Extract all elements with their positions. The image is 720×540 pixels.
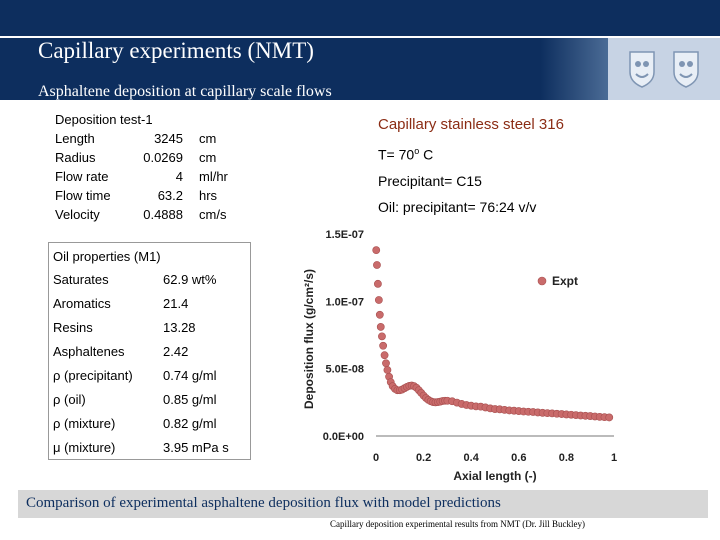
row-unit: hrs: [199, 188, 218, 203]
x-tick-label: 1: [611, 452, 617, 464]
x-tick-label: 0.2: [416, 452, 431, 464]
row-label: ρ (mixture): [53, 416, 116, 431]
capillary-material: Capillary stainless steel 316: [378, 116, 564, 133]
slide-title: Capillary experiments (NMT): [38, 38, 314, 63]
table-row: Aromatics 21.4: [53, 296, 250, 320]
row-label: Flow time: [55, 188, 111, 203]
data-point: [383, 366, 392, 374]
data-point: [382, 359, 390, 368]
university-logo: [608, 38, 720, 100]
y-axis-label: Deposition flux (g/cm²/s): [302, 269, 316, 409]
row-value: 0.0269: [143, 150, 183, 165]
legend-marker: [537, 276, 547, 286]
row-unit: cm: [199, 150, 217, 165]
data-point: [379, 341, 388, 350]
y-tick-label: 1.0E-07: [325, 296, 364, 308]
x-tick-label: 0.6: [511, 452, 526, 464]
oil-properties-heading: Oil properties (M1): [53, 249, 161, 264]
data-point: [372, 246, 381, 255]
data-point: [376, 323, 385, 331]
data-point: [378, 332, 386, 341]
table-row: Asphaltenes 2.42: [53, 344, 250, 368]
data-point: [605, 413, 614, 422]
row-label: ρ (oil): [53, 392, 86, 407]
oil-properties-table: Oil properties (M1) Saturates 62.9 wt% Ar…: [48, 242, 251, 460]
row-label: ρ (precipitant): [53, 368, 133, 383]
y-tick-label: 5.0E-08: [325, 364, 364, 376]
row-value: 3.95 mPa s: [163, 440, 229, 455]
row-unit: cm: [199, 131, 217, 146]
temperature-unit: C: [419, 146, 434, 163]
owl-crest-icon: [629, 51, 655, 88]
deposition-flux-chart: 0.0E+00 5.0E-08 1.0E-07 1.5E-07 0 0.2 0.4 0.6 0.…: [302, 229, 617, 483]
temperature: T= 70o C: [378, 138, 564, 168]
table-row: Flow time 63.2 hrs: [55, 186, 228, 205]
data-point: [380, 351, 389, 360]
row-label: Aromatics: [53, 296, 111, 311]
footer-caption: Comparison of experimental asphaltene de…: [26, 495, 501, 511]
data-point: [375, 310, 384, 319]
x-tick-label: 0.8: [559, 452, 574, 464]
row-value: 0.85 g/ml: [163, 392, 217, 407]
data-point: [373, 261, 381, 269]
row-value: 13.28: [163, 320, 196, 335]
row-value: 0.4888: [143, 207, 183, 222]
footer-banner: [18, 490, 708, 518]
owl-crest-icon: [673, 51, 699, 88]
table-row: Saturates 62.9 wt%: [53, 272, 250, 296]
row-label: Radius: [55, 150, 96, 165]
precipitant: Precipitant= C15: [378, 172, 482, 189]
oil-precipitant-ratio: Oil: precipitant= 76:24 v/v: [378, 198, 537, 215]
table-row: Length 3245 cm: [55, 129, 228, 148]
slide-subtitle: Asphaltene deposition at capillary scale…: [38, 83, 332, 100]
row-value: 21.4: [163, 296, 189, 311]
table-row: ρ (precipitant) 0.74 g/ml: [53, 368, 250, 392]
table-row: Flow rate 4 ml/hr: [55, 167, 228, 186]
row-value: 0.82 g/ml: [163, 416, 217, 431]
row-unit: cm/s: [199, 207, 227, 222]
deposition-test-table: Deposition test-1 Length 3245 cm Radius …: [55, 110, 228, 224]
row-label: μ (mixture): [53, 440, 116, 455]
degree-mark: o: [414, 146, 420, 156]
temperature-value: T= 70: [378, 146, 415, 163]
chart-axes: 0.0E+00 5.0E-08 1.0E-07 1.5E-07 0 0.2 0.4 0.6 0.…: [302, 229, 617, 483]
row-label: Asphaltenes: [53, 344, 125, 359]
table-row: Velocity 0.4888 cm/s: [55, 205, 228, 224]
table-row: ρ (oil) 0.85 g/ml: [53, 392, 250, 416]
deposition-test-heading: Deposition test-1: [55, 112, 153, 127]
y-tick-label: 0.0E+00: [323, 431, 364, 443]
credit-note: Capillary deposition experimental result…: [330, 519, 586, 529]
row-label: Flow rate: [55, 169, 109, 184]
table-row: Radius 0.0269 cm: [55, 148, 228, 167]
row-value: 3245: [154, 131, 183, 146]
table-row: Resins 13.28: [53, 320, 250, 344]
row-value: 63.2: [157, 188, 183, 203]
chart-legend: Expt: [537, 274, 578, 288]
x-tick-label: 0: [373, 452, 379, 464]
y-tick-label: 1.5E-07: [325, 229, 364, 241]
row-label: Velocity: [55, 207, 100, 222]
header-rule: [0, 36, 720, 38]
row-label: Length: [55, 131, 95, 146]
title-bar: Capillary experiments (NMT) Asphaltene d…: [0, 0, 720, 100]
row-value: 4: [175, 169, 183, 184]
x-tick-label: 0.4: [464, 452, 480, 464]
experiment-conditions: Capillary stainless steel 316 T= 70o C P…: [378, 112, 564, 220]
x-axis-label: Axial length (-): [453, 469, 536, 483]
row-value: 62.9 wt%: [163, 272, 217, 287]
data-point: [374, 279, 382, 288]
chart-points: [372, 246, 614, 422]
table-row: ρ (mixture) 0.82 g/ml: [53, 416, 250, 440]
row-unit: ml/hr: [199, 169, 228, 184]
row-value: 2.42: [163, 344, 189, 359]
row-label: Resins: [53, 320, 93, 335]
row-label: Saturates: [53, 272, 109, 287]
row-value: 0.74 g/ml: [163, 368, 217, 383]
legend-label: Expt: [552, 274, 578, 288]
table-row: μ (mixture) 3.95 mPa s: [53, 440, 250, 464]
data-point: [374, 296, 383, 304]
